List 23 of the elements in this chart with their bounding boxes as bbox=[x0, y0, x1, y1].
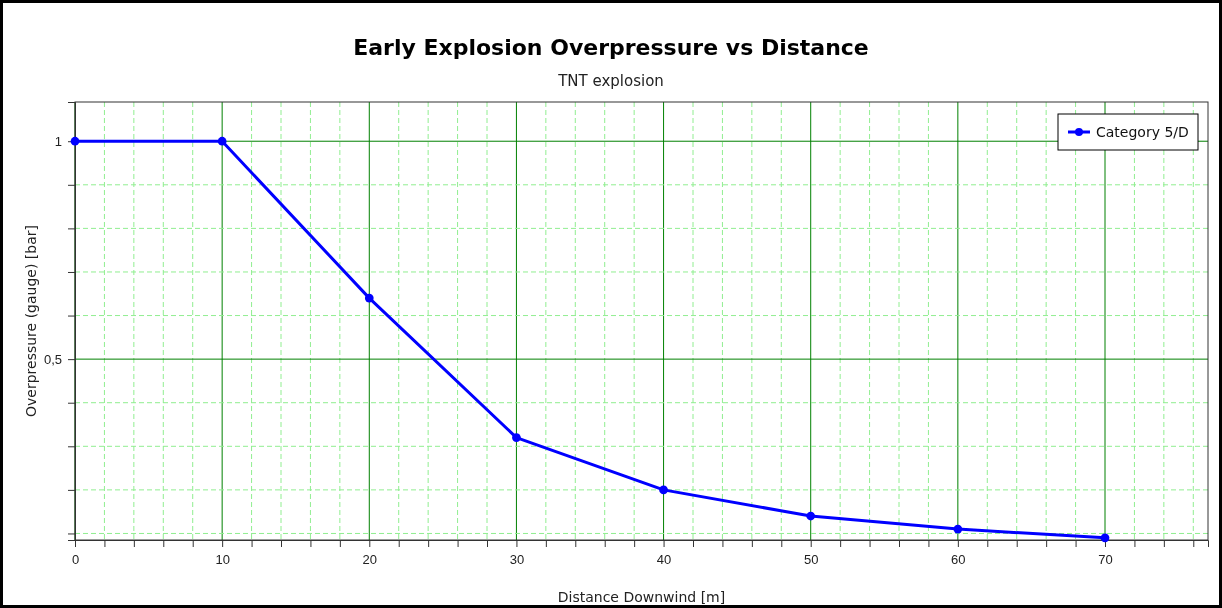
chart-title: Early Explosion Overpressure vs Distance bbox=[353, 35, 869, 60]
point bbox=[1100, 533, 1110, 543]
point bbox=[364, 293, 374, 303]
x-tick-label: 0 bbox=[71, 552, 80, 568]
x-tick-label: 70 bbox=[1098, 552, 1113, 568]
x-tick-label: 10 bbox=[215, 552, 230, 568]
point bbox=[512, 433, 521, 442]
point bbox=[659, 485, 668, 495]
x-tick-label: 20 bbox=[362, 552, 378, 568]
y-tick-label: 0,5 bbox=[43, 351, 62, 367]
y-axis-title: Overpressure (gauge) [bar] bbox=[23, 225, 39, 417]
x-tick-label: 40 bbox=[656, 552, 672, 568]
x-tick-label: 50 bbox=[803, 552, 819, 568]
x-tick-label: 30 bbox=[509, 552, 525, 568]
x-tick-label: 60 bbox=[951, 552, 966, 568]
point bbox=[70, 136, 80, 146]
legend-label: Category 5/D bbox=[1096, 124, 1189, 140]
chart-subtitle: TNT explosion bbox=[557, 72, 664, 90]
point bbox=[217, 136, 227, 146]
x-axis-title: Distance Downwind [m] bbox=[557, 589, 726, 605]
y-tick-label: 1 bbox=[54, 133, 62, 149]
point bbox=[953, 524, 963, 534]
point bbox=[806, 511, 816, 521]
